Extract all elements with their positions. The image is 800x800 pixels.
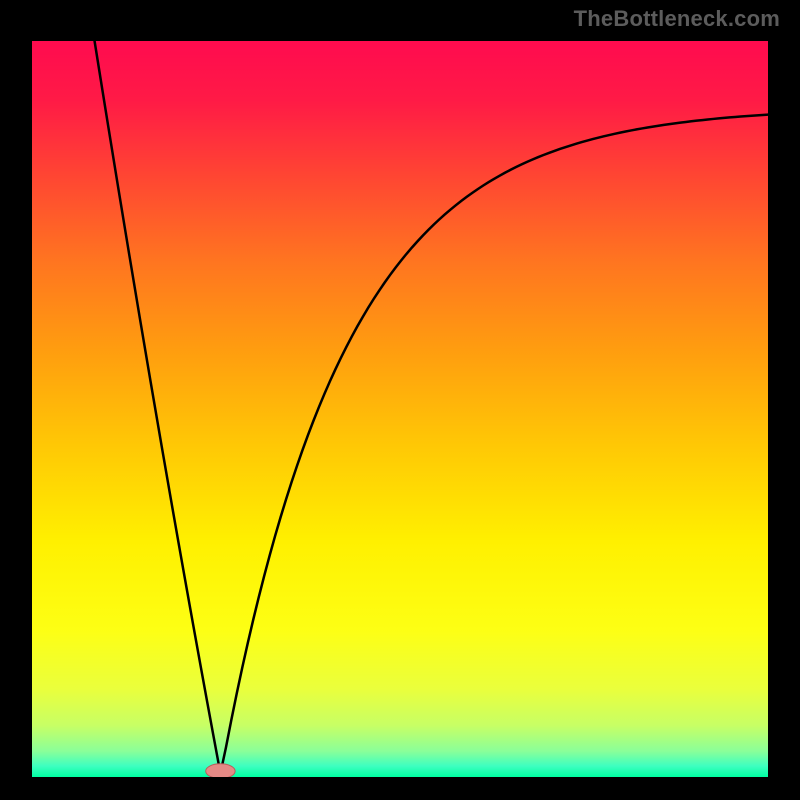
bottleneck-chart: TheBottleneck.com bbox=[0, 0, 800, 800]
chart-svg bbox=[0, 0, 800, 800]
watermark-text: TheBottleneck.com bbox=[574, 6, 780, 32]
plot-gradient bbox=[32, 41, 768, 777]
optimum-marker bbox=[206, 764, 235, 779]
